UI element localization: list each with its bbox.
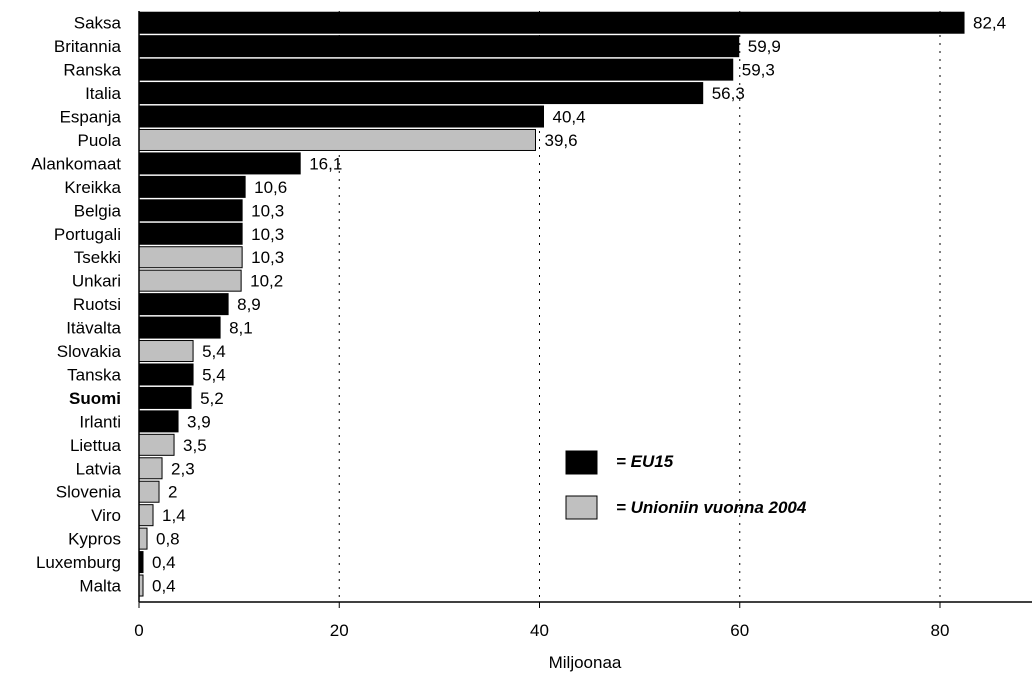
bar-kreikka xyxy=(138,175,246,198)
category-label: Irlanti xyxy=(79,412,121,431)
x-axis-title: Miljoonaa xyxy=(549,653,622,672)
bar-slovakia xyxy=(138,340,194,363)
value-label: 5,4 xyxy=(202,365,226,384)
category-label: Luxemburg xyxy=(36,553,121,572)
value-label: 0,8 xyxy=(156,530,180,549)
value-label: 1,4 xyxy=(162,506,186,525)
value-label: 3,9 xyxy=(187,412,211,431)
category-label: Malta xyxy=(79,577,121,596)
value-label: 59,9 xyxy=(748,37,781,56)
category-label: Viro xyxy=(91,506,121,525)
bar-ranska xyxy=(138,58,734,81)
category-label: Latvia xyxy=(76,459,122,478)
value-label: 2,3 xyxy=(171,459,195,478)
bar-liettua xyxy=(138,433,175,456)
bar-tanska xyxy=(138,363,194,386)
category-label: Espanja xyxy=(60,108,122,127)
category-label: Puola xyxy=(78,131,122,150)
bars xyxy=(138,11,965,597)
value-label: 39,6 xyxy=(544,131,577,150)
category-label: Unkari xyxy=(72,272,121,291)
value-label: 82,4 xyxy=(973,14,1006,33)
category-label: Kypros xyxy=(68,530,121,549)
value-label: 10,2 xyxy=(250,272,283,291)
value-label: 0,4 xyxy=(152,553,176,572)
value-label: 16,1 xyxy=(309,154,342,173)
category-label: Slovakia xyxy=(57,342,122,361)
category-label: Liettua xyxy=(70,436,122,455)
bar-slovenia xyxy=(138,480,160,503)
bar-britannia xyxy=(138,35,740,58)
x-tick-label: 80 xyxy=(931,621,950,640)
bar-italia xyxy=(138,82,704,105)
value-label: 8,1 xyxy=(229,319,253,338)
bar-tsekki xyxy=(138,246,243,269)
category-label: Belgia xyxy=(74,201,122,220)
category-label: Ranska xyxy=(63,61,121,80)
x-tick-label: 40 xyxy=(530,621,549,640)
value-label: 5,4 xyxy=(202,342,226,361)
bar-saksa xyxy=(138,11,965,34)
category-label: Slovenia xyxy=(56,483,122,502)
bar-alankomaat xyxy=(138,152,301,175)
value-label: 0,4 xyxy=(152,577,176,596)
category-label: Suomi xyxy=(69,389,121,408)
value-label: 10,3 xyxy=(251,201,284,220)
labels: Saksa 82,4 Britannia 59,9 Ranska 59,3 Italia 56… xyxy=(31,14,1006,640)
legend-swatch-eu15 xyxy=(565,450,598,475)
category-label: Kreikka xyxy=(64,178,121,197)
category-label: Itävalta xyxy=(66,319,121,338)
bar-kypros xyxy=(138,527,148,550)
category-label: Italia xyxy=(85,84,121,103)
x-tick-label: 20 xyxy=(330,621,349,640)
value-label: 40,4 xyxy=(553,108,586,127)
x-tick-label: 60 xyxy=(730,621,749,640)
bar-irlanti xyxy=(138,410,179,433)
category-label: Tanska xyxy=(67,365,121,384)
bar-suomi xyxy=(138,386,192,409)
bar-puola xyxy=(138,128,536,151)
value-label: 10,6 xyxy=(254,178,287,197)
category-label: Portugali xyxy=(54,225,121,244)
bar-belgia xyxy=(138,199,243,222)
bar-itävalta xyxy=(138,316,221,339)
legend-label-eu15: = EU15 xyxy=(616,452,674,471)
bar-latvia xyxy=(138,457,163,480)
legend: = EU15 = Unioniin vuonna 2004 xyxy=(565,450,807,520)
category-label: Tsekki xyxy=(74,248,121,267)
axes xyxy=(138,11,1032,608)
value-label: 2 xyxy=(168,483,177,502)
value-label: 10,3 xyxy=(251,248,284,267)
bar-unkari xyxy=(138,269,242,292)
value-label: 59,3 xyxy=(742,61,775,80)
bar-viro xyxy=(138,504,154,527)
bar-portugali xyxy=(138,222,243,245)
bar-ruotsi xyxy=(138,293,229,316)
legend-swatch-joined2004 xyxy=(565,495,598,520)
value-label: 8,9 xyxy=(237,295,261,314)
bar-espanja xyxy=(138,105,545,128)
x-tick-label: 0 xyxy=(134,621,143,640)
category-label: Saksa xyxy=(74,14,122,33)
legend-label-joined2004: = Unioniin vuonna 2004 xyxy=(616,498,807,517)
value-label: 10,3 xyxy=(251,225,284,244)
value-label: 5,2 xyxy=(200,389,224,408)
category-label: Alankomaat xyxy=(31,154,121,173)
category-label: Ruotsi xyxy=(73,295,121,314)
value-label: 56,3 xyxy=(712,84,745,103)
value-label: 3,5 xyxy=(183,436,207,455)
category-label: Britannia xyxy=(54,37,122,56)
